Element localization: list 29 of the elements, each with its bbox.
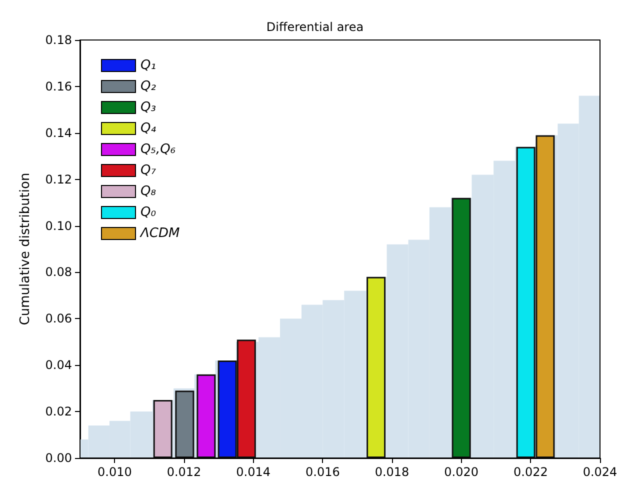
y-tick-label: 0.06 [45,312,72,326]
legend-label: Q₄ [140,121,157,136]
x-tick-label: 0.010 [97,465,132,479]
legend-label: Q₂ [140,79,156,94]
legend-label: Q₀ [140,205,157,220]
y-axis-title: Cumulative distribution [18,172,33,326]
y-tick-label: 0.12 [45,172,72,186]
x-tick-label: 0.014 [236,465,271,479]
legend-label: Q₁ [140,58,156,73]
x-tick-label: 0.024 [582,465,618,479]
y-tick-label: 0.02 [45,404,72,419]
x-tick-label: 0.016 [305,465,340,479]
y-tick-label: 0.04 [45,358,72,372]
y-tick-label: 0.00 [45,451,72,465]
y-tick-label: 0.16 [45,79,72,94]
x-tick-label: 0.012 [166,465,202,479]
y-tick-label: 0.10 [45,218,72,233]
y-tick-label: 0.08 [45,265,72,280]
y-tick-label: 0.18 [45,33,72,47]
legend-label: Q₈ [140,184,156,199]
chart-title: Differential area [266,20,364,34]
legend-label: Q₇ [140,163,157,178]
x-tick-label: 0.020 [444,465,479,479]
legend-label: Q₃ [140,100,156,115]
legend-label: ΛCDM [140,226,180,241]
x-tick-label: 0.022 [513,465,548,479]
y-tick-label: 0.14 [45,126,72,140]
legend-label: Q₅,Q₆ [140,142,176,157]
x-tick-label: 0.018 [374,465,410,479]
